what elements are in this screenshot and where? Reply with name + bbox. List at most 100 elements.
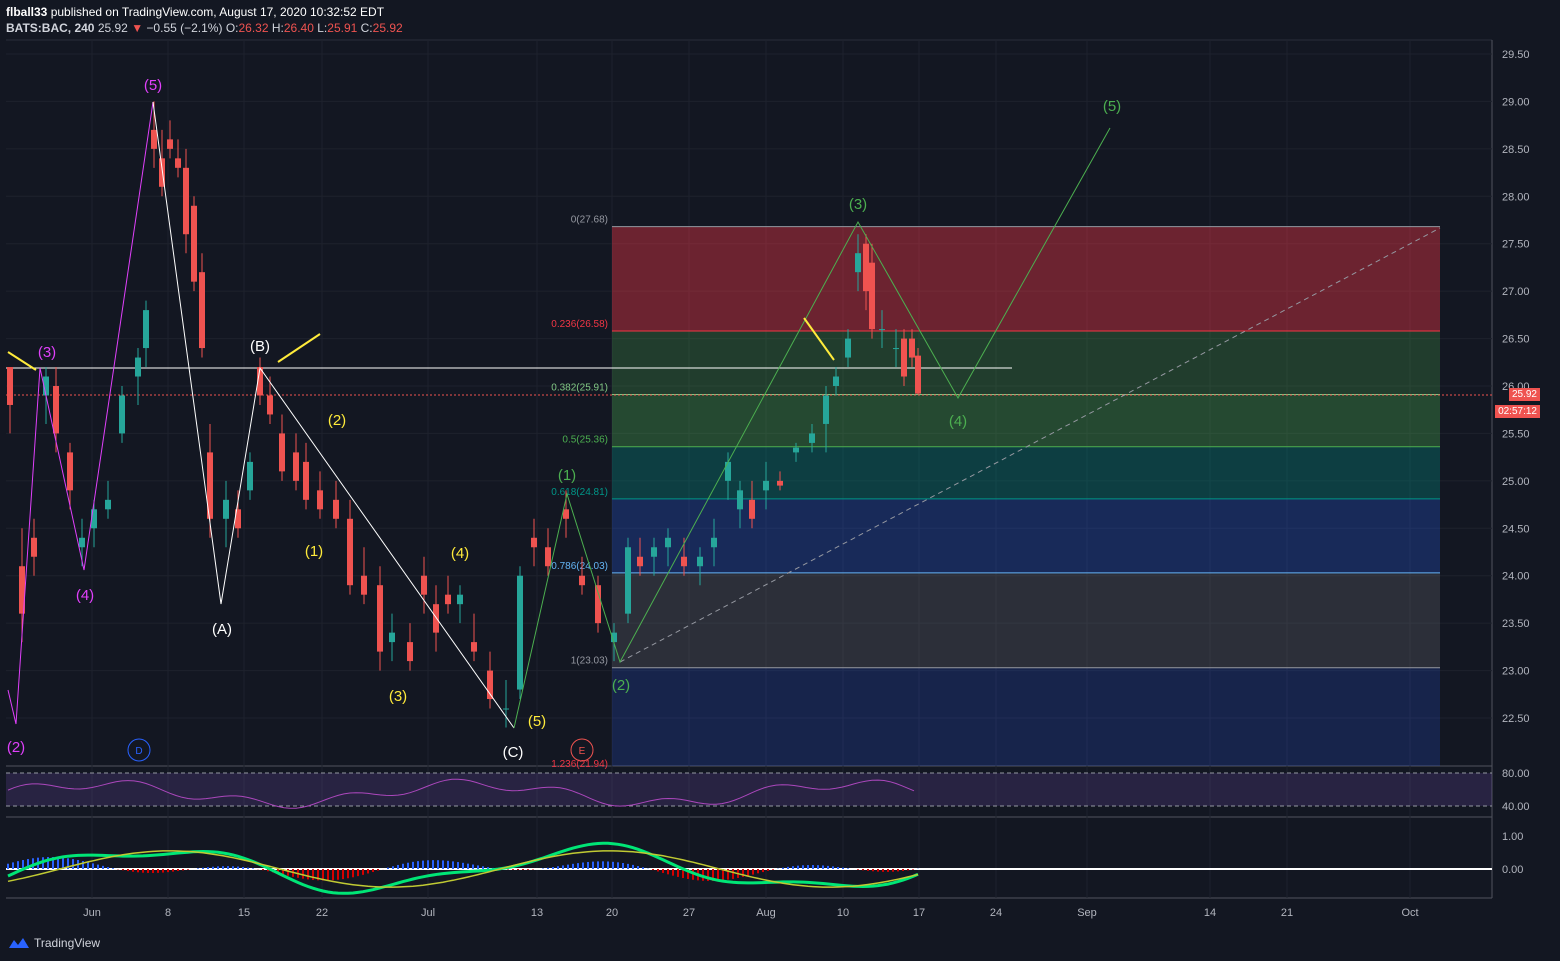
macd-histogram-bar [202,867,204,869]
macd-histogram-bar [512,869,514,870]
last-price: 25.92 [97,21,128,35]
candle-body [207,452,213,519]
candle-body [823,395,829,424]
macd-histogram-bar [387,867,389,869]
candle-body [257,367,263,396]
candle-body [611,632,617,643]
macd-histogram-bar [572,863,574,869]
macd-histogram-bar [242,866,244,869]
macd-histogram-bar [62,857,64,869]
candle-body [711,537,717,548]
candle-body [869,262,875,330]
candle-body [637,556,643,567]
macd-histogram-bar [287,869,289,876]
tradingview-logo-icon[interactable] [8,936,30,950]
macd-histogram-bar [907,869,909,871]
macd-histogram-bar [677,869,679,877]
macd-histogram-bar [727,869,729,880]
macd-histogram-bar [482,866,484,869]
time-tick-label: 13 [531,907,543,919]
macd-histogram-bar [467,863,469,869]
time-tick-label: Jun [83,907,101,919]
macd-histogram-bar [557,866,559,869]
macd-histogram-bar [307,869,309,880]
macd-histogram-bar [487,867,489,869]
last-price-tag: 25.92 [1508,388,1540,401]
macd-line [7,841,919,895]
macd-histogram-bar [717,869,719,881]
macd-histogram-bar [127,869,129,872]
macd-histogram-bar [72,859,74,869]
wave-label: (3) [389,688,407,705]
wave-line-white [152,101,515,729]
macd-histogram-bar [772,869,774,870]
macd-histogram-bar [132,869,134,872]
countdown-tag: 02:57:12 [1495,405,1540,418]
time-tick-label: 14 [1204,907,1216,919]
macd-histogram-bar [847,868,849,869]
macd-histogram-bar [67,858,69,869]
macd-histogram-bar [147,869,149,873]
candle-body [697,556,703,567]
macd-histogram-bar [742,869,744,877]
macd-histogram-bar [822,865,824,869]
candle-body [681,556,687,567]
candle-body [247,461,253,491]
macd-histogram-bar [327,869,329,881]
macd-histogram-bar [152,869,154,873]
macd-histogram-bar [432,860,434,869]
wave-label: (2) [612,677,630,694]
candle-body [517,575,523,690]
macd-histogram-bar [662,869,664,873]
rsi-band [6,773,1492,806]
time-tick-label: Oct [1401,907,1418,919]
macd-histogram-bar [902,869,904,871]
author-name[interactable]: flball33 [6,5,48,19]
fib-zone [612,667,1440,766]
candle-body [389,632,395,643]
macd-histogram-bar [642,867,644,869]
macd-histogram-bar [672,869,674,876]
wave-label: (2) [328,412,346,429]
wave-label: (B) [250,338,270,355]
candle-body [457,594,463,605]
price-tick-label: 28.50 [1502,144,1530,156]
candle-body [809,433,815,443]
candle-body [793,447,799,453]
candle-body [879,329,885,331]
macd-histogram-bar [522,869,524,870]
candle-body [159,158,165,187]
macd-histogram-bar [197,868,199,869]
macd-histogram-bar [747,869,749,876]
candle-body [545,547,551,567]
brand-name[interactable]: TradingView [34,936,101,950]
candle-body [223,499,229,519]
rsi-tick-label: 80.00 [1502,768,1530,780]
symbol-label[interactable]: BATS:BAC, 240 [6,21,95,35]
macd-histogram-bar [842,867,844,869]
candle-body [167,139,173,149]
macd-histogram-bar [172,869,174,872]
macd-histogram-bar [407,862,409,869]
macd-histogram-bar [377,869,379,871]
macd-histogram-bar [627,863,629,869]
candle-body [361,575,367,595]
candle-body [183,167,189,235]
candle-body [595,585,601,624]
macd-histogram-bar [7,863,9,869]
macd-histogram-bar [212,866,214,869]
macd-histogram-bar [892,869,894,872]
fib-zone [612,572,1440,668]
candle-body [845,338,851,358]
candle-body [293,452,299,481]
candle-body [67,452,73,491]
candle-body [105,499,111,510]
rsi-line [7,778,915,809]
macd-histogram-bar [652,869,654,871]
wave-label: (2) [7,739,25,756]
time-tick-label: 17 [913,907,925,919]
candle-body [347,518,353,586]
macd-histogram-bar [597,861,599,869]
candle-body [303,461,309,500]
